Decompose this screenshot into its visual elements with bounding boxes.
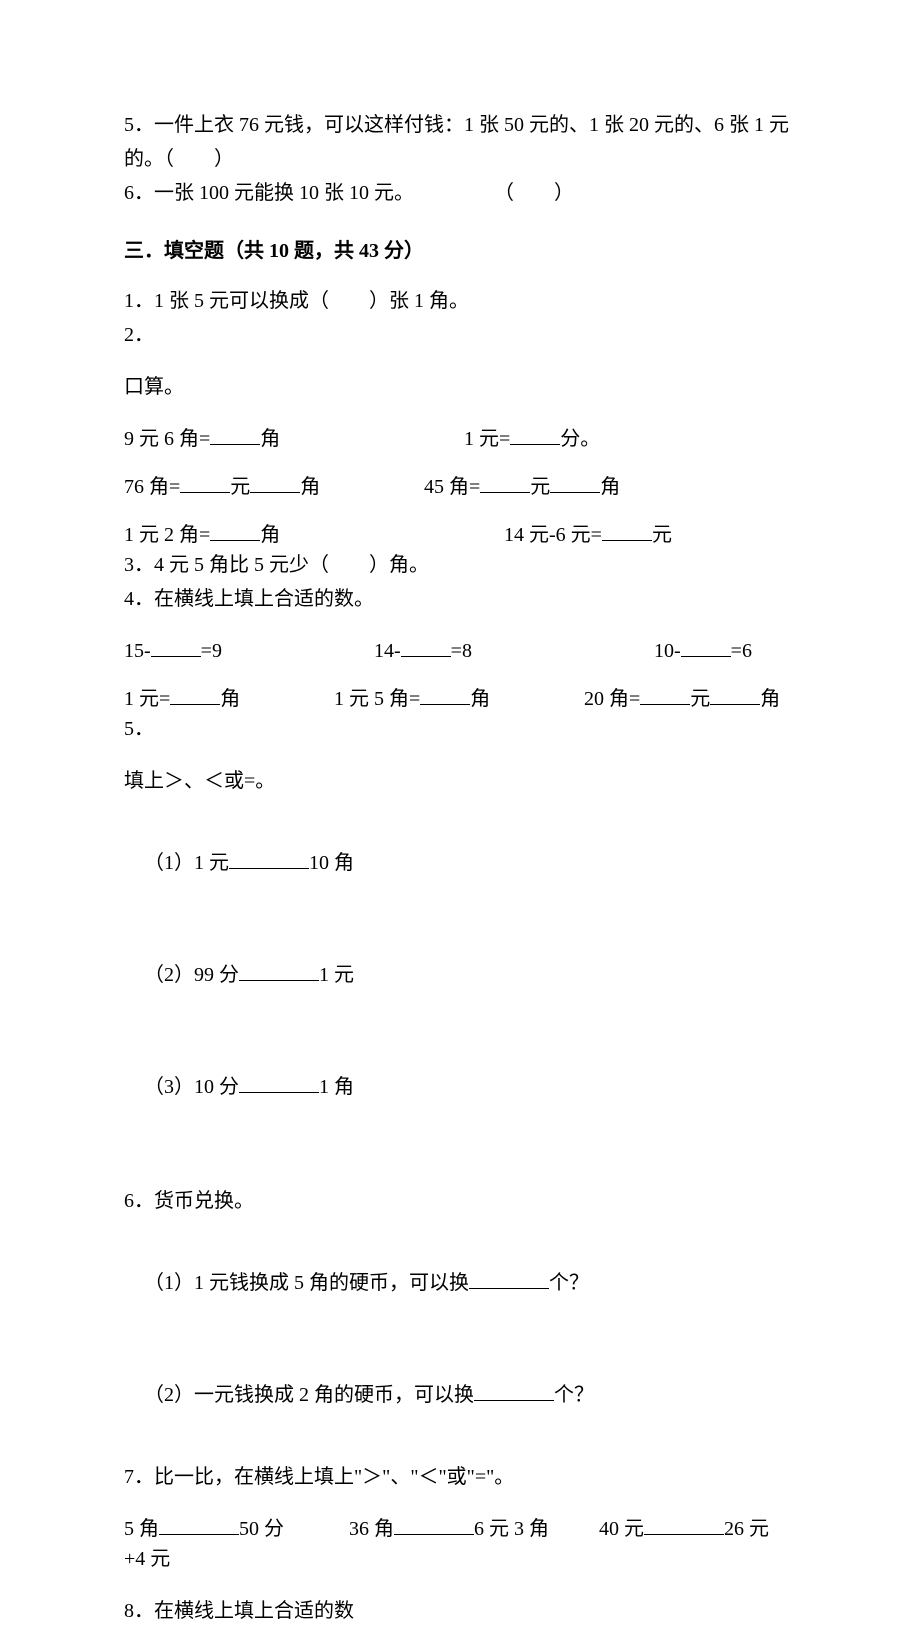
q4r2a-left: 1 元=	[124, 688, 170, 710]
q2r1a-left: 9 元 6 角=	[124, 428, 210, 450]
q6i1a: （1）1 元钱换成 5 角的硬币，可以换	[144, 1272, 469, 1294]
q4r1b-left: 14-	[374, 640, 401, 662]
judging-q5-line2: 的。（ ）	[124, 144, 796, 174]
fill-q4-row2: 1 元= 角 1 元 5 角= 角 20 角= 元 角	[124, 684, 796, 714]
fill-q7-row: 5 角 50 分 36 角 6 元 3 角 40 元 26 元	[124, 1514, 796, 1544]
fill-q5-item2: （2）99 分 1 元	[124, 930, 796, 1020]
fill-q6-label: 6．货币兑换。	[124, 1186, 796, 1216]
q5i1a: （1）1 元	[144, 852, 229, 874]
q6i2b: 个？	[554, 1384, 594, 1406]
blank	[710, 685, 760, 705]
blank	[229, 849, 309, 869]
fill-q4-row1: 15- =9 14- =8 10- =6	[124, 636, 796, 666]
q4r2b-tail: 角	[470, 688, 490, 710]
fill-q5-label: 5．	[124, 714, 796, 744]
q5i2b: 1 元	[319, 964, 354, 986]
blank	[469, 1269, 549, 1289]
fill-q2-label: 2．	[124, 320, 796, 350]
fill-q3: 3．4 元 5 角比 5 元少（ ）角。	[124, 550, 796, 580]
q2r2a-mid: 元	[230, 476, 250, 498]
q6i1b: 个？	[549, 1272, 589, 1294]
q2r2a-tail: 角	[300, 476, 320, 498]
q4r2c-tail: 角	[760, 688, 780, 710]
blank	[401, 637, 451, 657]
blank	[210, 521, 260, 541]
q7c1a: 5 角	[124, 1518, 159, 1540]
fill-q2-row1: 9 元 6 角= 角 1 元= 分。	[124, 424, 796, 454]
blank	[250, 473, 300, 493]
q2r3b-left: 14 元-6 元=	[504, 524, 602, 546]
fill-q5-item3: （3）10 分 1 角	[124, 1042, 796, 1132]
fill-q2-sub: 口算。	[124, 372, 796, 402]
q7c3a: 40 元	[599, 1518, 644, 1540]
q4r2b-left: 1 元 5 角=	[334, 688, 420, 710]
blank	[210, 425, 260, 445]
q2r2a-left: 76 角=	[124, 476, 180, 498]
fill-q7-label: 7．比一比，在横线上填上"＞"、"＜"或"="。	[124, 1462, 796, 1492]
q2r1b-tail: 分。	[560, 428, 600, 450]
blank	[180, 473, 230, 493]
blank	[170, 685, 220, 705]
blank	[474, 1381, 554, 1401]
blank	[159, 1515, 239, 1535]
blank	[480, 473, 530, 493]
fill-q6-item2: （2）一元钱换成 2 角的硬币，可以换 个？	[124, 1350, 796, 1440]
blank	[151, 637, 201, 657]
q2r3a-left: 1 元 2 角=	[124, 524, 210, 546]
q2r2b-tail: 角	[600, 476, 620, 498]
q4r2c-left: 20 角=	[584, 688, 640, 710]
blank	[420, 685, 470, 705]
q2r3b-tail: 元	[652, 524, 672, 546]
fill-q5-item1: （1）1 元 10 角	[124, 818, 796, 908]
q5i3a: （3）10 分	[144, 1076, 239, 1098]
fill-q5-sub: 填上＞、＜或=。	[124, 766, 796, 796]
fill-q7-tail: +4 元	[124, 1544, 796, 1574]
blank	[510, 425, 560, 445]
q5i3b: 1 角	[319, 1076, 354, 1098]
blank	[394, 1515, 474, 1535]
q2r1b-left: 1 元=	[464, 428, 510, 450]
q4r1b-tail: =8	[451, 640, 472, 662]
q5i1b: 10 角	[309, 852, 354, 874]
q2r3a-tail: 角	[260, 524, 280, 546]
document-page: 5．一件上衣 76 元钱，可以这样付钱：1 张 50 元的、1 张 20 元的、…	[0, 0, 920, 1626]
section-3-heading: 三．填空题（共 10 题，共 43 分）	[124, 236, 796, 266]
fill-q2-row3: 1 元 2 角= 角 14 元-6 元= 元	[124, 520, 796, 550]
q7c2a: 36 角	[349, 1518, 394, 1540]
blank	[640, 685, 690, 705]
q4r2a-tail: 角	[220, 688, 240, 710]
q2r1a-tail: 角	[260, 428, 280, 450]
q7c1b: 50 分	[239, 1518, 284, 1540]
q7c2b: 6 元 3 角	[474, 1518, 549, 1540]
blank	[550, 473, 600, 493]
q2r2b-left: 45 角=	[424, 476, 480, 498]
blank	[239, 1073, 319, 1093]
fill-q6-item1: （1）1 元钱换成 5 角的硬币，可以换 个？	[124, 1238, 796, 1328]
q5i2a: （2）99 分	[144, 964, 239, 986]
blank	[239, 961, 319, 981]
blank	[681, 637, 731, 657]
q4r2c-mid: 元	[690, 688, 710, 710]
q4r1c-left: 10-	[654, 640, 681, 662]
q6i2a: （2）一元钱换成 2 角的硬币，可以换	[144, 1384, 474, 1406]
q7c3b: 26 元	[724, 1518, 769, 1540]
q4r1a-tail: =9	[201, 640, 222, 662]
fill-q8-label: 8．在横线上填上合适的数	[124, 1596, 796, 1626]
blank	[644, 1515, 724, 1535]
q4r1c-tail: =6	[731, 640, 752, 662]
fill-q4-label: 4．在横线上填上合适的数。	[124, 584, 796, 614]
fill-q1: 1．1 张 5 元可以换成（ ）张 1 角。	[124, 286, 796, 316]
judging-q5-line1: 5．一件上衣 76 元钱，可以这样付钱：1 张 50 元的、1 张 20 元的、…	[124, 110, 796, 140]
q2r2b-mid: 元	[530, 476, 550, 498]
judging-q6: 6．一张 100 元能换 10 张 10 元。 （ ）	[124, 178, 796, 208]
blank	[602, 521, 652, 541]
fill-q2-row2: 76 角= 元 角 45 角= 元 角	[124, 472, 796, 502]
q4r1a-left: 15-	[124, 640, 151, 662]
